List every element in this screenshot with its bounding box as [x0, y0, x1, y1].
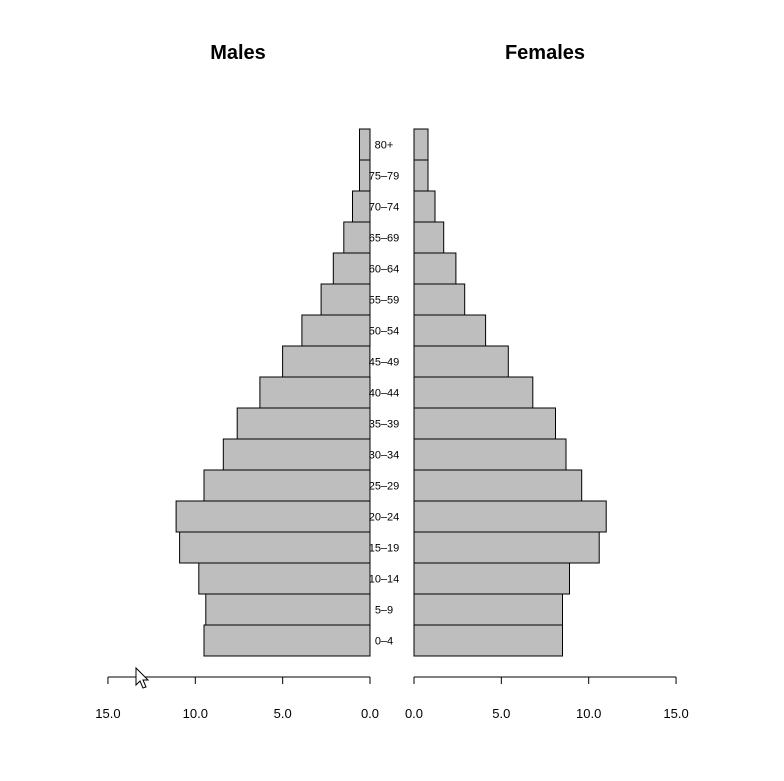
- age-group-label: 80+: [375, 140, 394, 152]
- female-bar: [413, 500, 607, 533]
- male-bar: [332, 252, 371, 285]
- male-bar: [236, 407, 371, 440]
- male-bar: [359, 128, 371, 161]
- female-bar: [413, 376, 534, 409]
- axes-layer: 15.0 10.0 5.0 0.0 0.0 5.0 10.0 15.0: [95, 676, 689, 721]
- age-group-label: 0–4: [375, 636, 393, 648]
- age-group-label: 25–29: [369, 481, 400, 493]
- male-bar: [259, 376, 371, 409]
- males-x-tick-label: 15.0: [95, 706, 120, 721]
- male-bar: [203, 469, 371, 502]
- females-x-tick-label: 5.0: [492, 706, 510, 721]
- age-group-label: 30–34: [369, 450, 400, 462]
- male-bar: [352, 190, 371, 223]
- females-title: Females: [505, 42, 585, 64]
- female-bar: [413, 128, 429, 161]
- age-group-label: 50–54: [369, 326, 400, 338]
- bars-layer: [175, 128, 607, 657]
- age-group-label: 40–44: [369, 388, 400, 400]
- age-group-label: 55–59: [369, 295, 400, 307]
- age-group-label: 70–74: [369, 202, 400, 214]
- female-bar: [413, 159, 429, 192]
- age-group-label: 75–79: [369, 171, 400, 183]
- male-bar: [175, 500, 371, 533]
- female-bar: [413, 283, 466, 316]
- female-bar: [413, 345, 509, 378]
- females-x-tick-label: 0.0: [405, 706, 423, 721]
- male-bar: [179, 531, 371, 564]
- males-title: Males: [210, 42, 266, 64]
- age-group-label: 35–39: [369, 419, 400, 431]
- age-group-label: 5–9: [375, 605, 393, 617]
- males-x-tick-label: 5.0: [274, 706, 292, 721]
- female-bar: [413, 531, 600, 564]
- age-group-label: 20–24: [369, 512, 400, 524]
- female-bar: [413, 190, 436, 223]
- male-bar: [320, 283, 371, 316]
- male-bar: [301, 314, 371, 347]
- female-bar: [413, 469, 583, 502]
- female-bar: [413, 252, 457, 285]
- age-group-label: 45–49: [369, 357, 400, 369]
- age-group-label: 15–19: [369, 543, 400, 555]
- female-bar: [413, 438, 567, 471]
- females-x-tick-label: 15.0: [663, 706, 688, 721]
- females-x-tick-label: 10.0: [576, 706, 601, 721]
- female-bar: [413, 593, 563, 626]
- male-bar: [198, 562, 371, 595]
- male-bar: [203, 624, 371, 657]
- age-group-label: 60–64: [369, 264, 400, 276]
- age-group-label: 65–69: [369, 233, 400, 245]
- male-bar: [205, 593, 371, 626]
- female-bar: [413, 221, 445, 254]
- age-labels-layer: 0–4 5–9 10–14 15–19 20–24 25–29 30–34 35–39 40–4…: [369, 140, 400, 648]
- male-bar: [343, 221, 371, 254]
- mouse-cursor-icon: [135, 666, 150, 689]
- female-bar: [413, 624, 563, 657]
- males-x-tick-label: 0.0: [361, 706, 379, 721]
- female-bar: [413, 314, 487, 347]
- male-bar: [222, 438, 371, 471]
- age-group-label: 10–14: [369, 574, 400, 586]
- female-bar: [413, 407, 556, 440]
- female-bar: [413, 562, 570, 595]
- males-x-tick-label: 10.0: [183, 706, 208, 721]
- male-bar: [282, 345, 371, 378]
